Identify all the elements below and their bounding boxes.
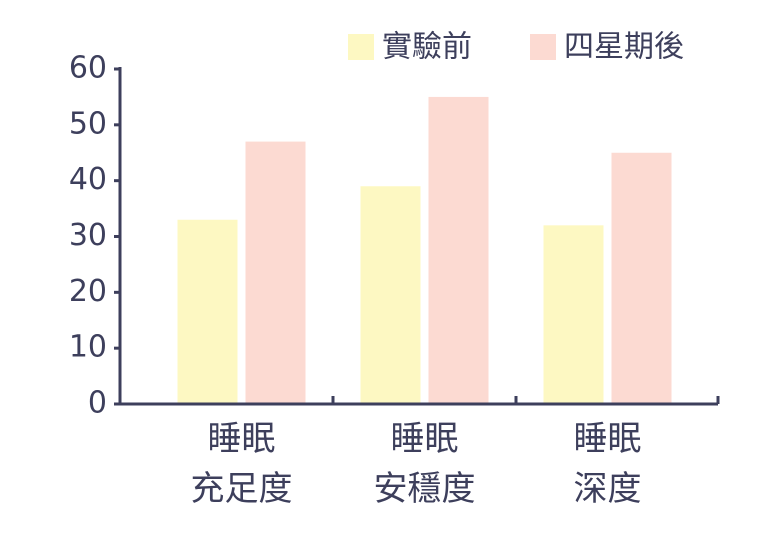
bar [428,96,489,405]
bar [360,186,421,404]
legend-swatch [348,34,374,60]
y-tick-label: 50 [69,106,107,141]
legend-label: 實驗前 [382,30,472,65]
bar [611,152,672,404]
y-tick-label: 40 [69,162,107,197]
x-tick-label-line: 睡眠 [208,419,276,459]
x-tick-label: 睡眠深度 [574,419,642,509]
y-tick-label: 20 [69,274,107,309]
legend-swatch [530,34,556,60]
x-tick-label: 睡眠安穩度 [374,419,476,509]
y-tick-label: 10 [69,330,107,365]
bar [177,219,238,404]
y-tick-label: 30 [69,218,107,253]
bar [543,225,604,404]
x-tick-label-line: 睡眠 [391,419,459,459]
bar [245,141,306,405]
legend-label: 四星期後 [564,30,684,65]
x-tick-label: 睡眠充足度 [191,419,293,509]
y-tick-label: 0 [88,386,107,421]
x-tick-label-line: 睡眠 [574,419,642,459]
y-tick-label: 60 [69,51,107,86]
x-tick-label-line: 深度 [574,469,642,509]
x-tick-label-line: 安穩度 [374,469,476,509]
x-tick-label-line: 充足度 [191,469,293,509]
